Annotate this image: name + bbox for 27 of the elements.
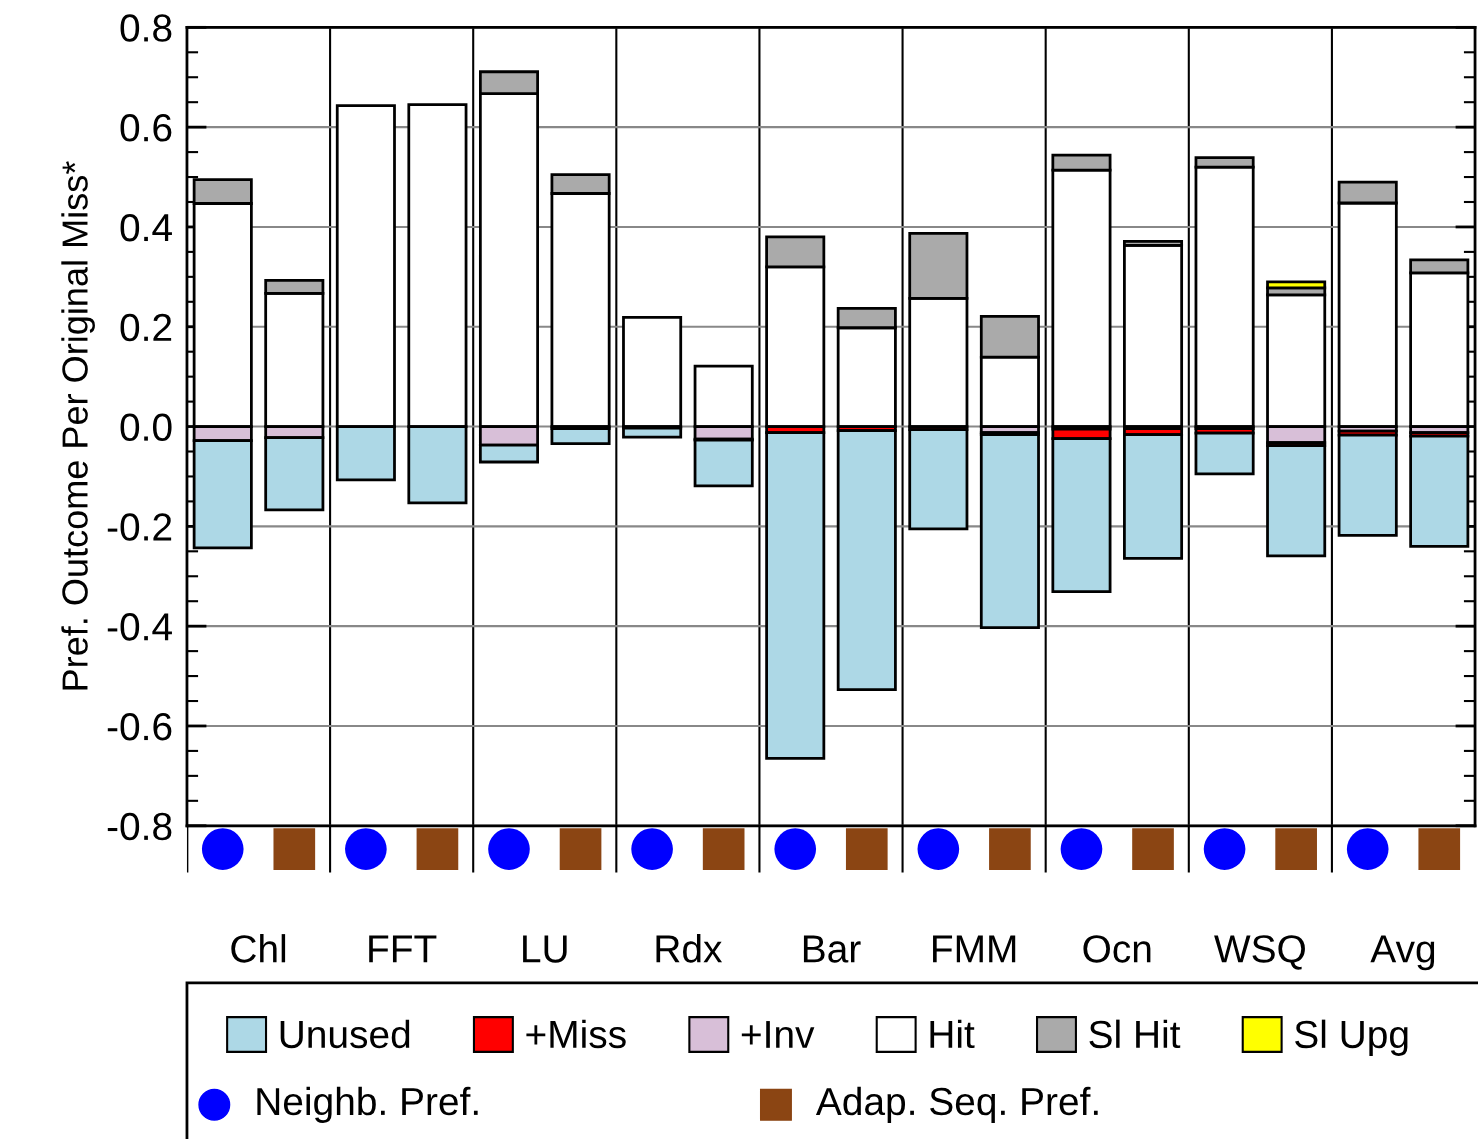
y-tick-label: -0.8: [107, 812, 172, 841]
x-tick-label: FMM: [933, 935, 1016, 963]
legend-label: Sl Upg: [1295, 1019, 1408, 1056]
legend-label: Hit: [930, 1019, 975, 1049]
y-tick-label: 0.6: [120, 114, 172, 142]
legend-label: Unused: [280, 1019, 410, 1049]
y-tick-label: 0.4: [120, 213, 172, 242]
x-tick-label: FFT: [369, 935, 437, 963]
legend-label: +Miss: [526, 1019, 626, 1049]
x-tick-label: LU: [523, 935, 567, 963]
y-tick-label: -0.6: [107, 712, 172, 741]
x-tick-label: Ocn: [1083, 935, 1151, 963]
y-tick-label: -0.2: [107, 513, 172, 541]
y-axis-title: Pref. Outcome Per Original Miss*: [61, 161, 95, 690]
y-tick-label: 0.8: [120, 14, 172, 42]
legend-label: +Inv: [741, 1021, 815, 1048]
x-tick-label: Avg: [1370, 935, 1435, 971]
y-tick-label: -0.4: [107, 613, 172, 641]
text: Neighb. Pref.: [257, 1086, 478, 1123]
y-tick-label: 0.2: [120, 313, 172, 342]
legend-label: Sl Hit: [1089, 1019, 1181, 1049]
x-tick-label: Rdx: [656, 934, 723, 963]
y-tick-label: 0.0: [120, 413, 172, 442]
text: Adap. Seq. Pref.: [815, 1086, 1098, 1123]
x-tick-label: WSQ: [1214, 935, 1305, 970]
x-tick-label: Chl: [231, 934, 286, 963]
x-tick-label: Bar: [803, 935, 861, 963]
